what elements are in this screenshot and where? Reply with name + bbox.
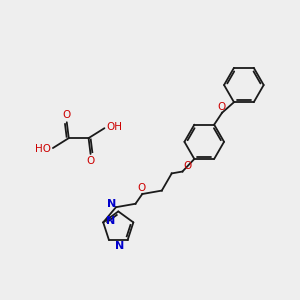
Text: N: N [116, 241, 124, 251]
Text: O: O [86, 156, 95, 166]
Text: O: O [63, 110, 71, 120]
Text: HO: HO [35, 144, 51, 154]
Text: OH: OH [106, 122, 122, 132]
Text: O: O [217, 102, 225, 112]
Text: N: N [106, 216, 116, 226]
Text: O: O [137, 183, 146, 193]
Text: N: N [107, 200, 116, 209]
Text: O: O [183, 160, 192, 170]
